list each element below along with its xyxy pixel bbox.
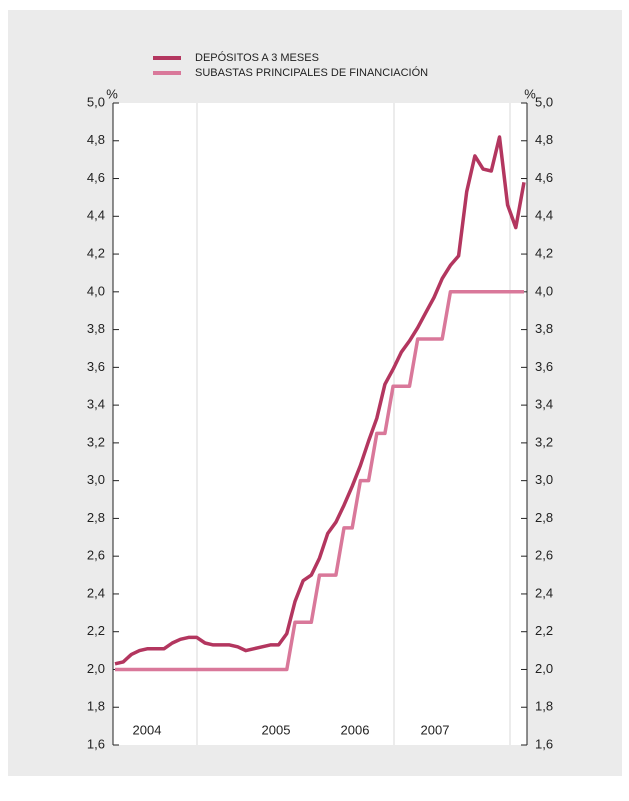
y2-tick-label: 2,2: [535, 623, 553, 638]
legend-label: DEPÓSITOS A 3 MESES: [195, 51, 319, 64]
y-tick-label: 1,6: [87, 736, 105, 751]
y2-tick-label: 4,4: [535, 208, 553, 223]
x-tick-label: 2006: [341, 722, 370, 737]
y-tick-label: 5,0: [87, 94, 105, 109]
y-tick-label: 3,8: [87, 321, 105, 336]
y2-tick-label: 4,6: [535, 170, 553, 185]
y-tick-label: 4,0: [87, 283, 105, 298]
y2-tick-label: 1,8: [535, 699, 553, 714]
y-tick-label: 3,0: [87, 472, 105, 487]
y-tick-label: 3,4: [87, 397, 105, 412]
y2-tick-label: 4,2: [535, 245, 553, 260]
y-tick-label: 4,8: [87, 132, 105, 147]
y2-tick-label: 2,4: [535, 585, 553, 600]
y2-tick-label: 2,0: [535, 661, 553, 676]
y2-tick-label: 5,0: [535, 94, 553, 109]
y-tick-label: 4,4: [87, 208, 105, 223]
y2-tick-label: 3,4: [535, 397, 553, 412]
y-tick-label: 4,6: [87, 170, 105, 185]
y2-tick-label: 3,2: [535, 434, 553, 449]
y2-tick-label: 1,6: [535, 736, 553, 751]
y2-tick-label: 2,6: [535, 548, 553, 563]
y2-tick-label: 4,8: [535, 132, 553, 147]
y2-tick-label: 3,6: [535, 359, 553, 374]
legend-label: SUBASTAS PRINCIPALES DE FINANCIACIÓN: [195, 66, 428, 79]
y-tick-label: 2,2: [87, 623, 105, 638]
y-tick-label: 2,6: [87, 548, 105, 563]
y2-tick-label: 2,8: [535, 510, 553, 525]
y-tick-label: 2,0: [87, 661, 105, 676]
series-line: [115, 290, 524, 672]
y-unit: %: [106, 86, 118, 101]
x-tick-label: 2005: [262, 722, 291, 737]
y2-tick-label: 3,0: [535, 472, 553, 487]
y-tick-label: 1,8: [87, 699, 105, 714]
x-tick-label: 2007: [421, 722, 450, 737]
y2-tick-label: 4,0: [535, 283, 553, 298]
y-tick-label: 3,6: [87, 359, 105, 374]
y-tick-label: 4,2: [87, 245, 105, 260]
y-tick-label: 2,4: [87, 585, 105, 600]
y2-tick-label: 3,8: [535, 321, 553, 336]
y-tick-label: 2,8: [87, 510, 105, 525]
series-line: [114, 135, 526, 666]
y-tick-label: 3,2: [87, 434, 105, 449]
x-tick-label: 2004: [133, 722, 162, 737]
y2-unit: %: [524, 86, 536, 101]
